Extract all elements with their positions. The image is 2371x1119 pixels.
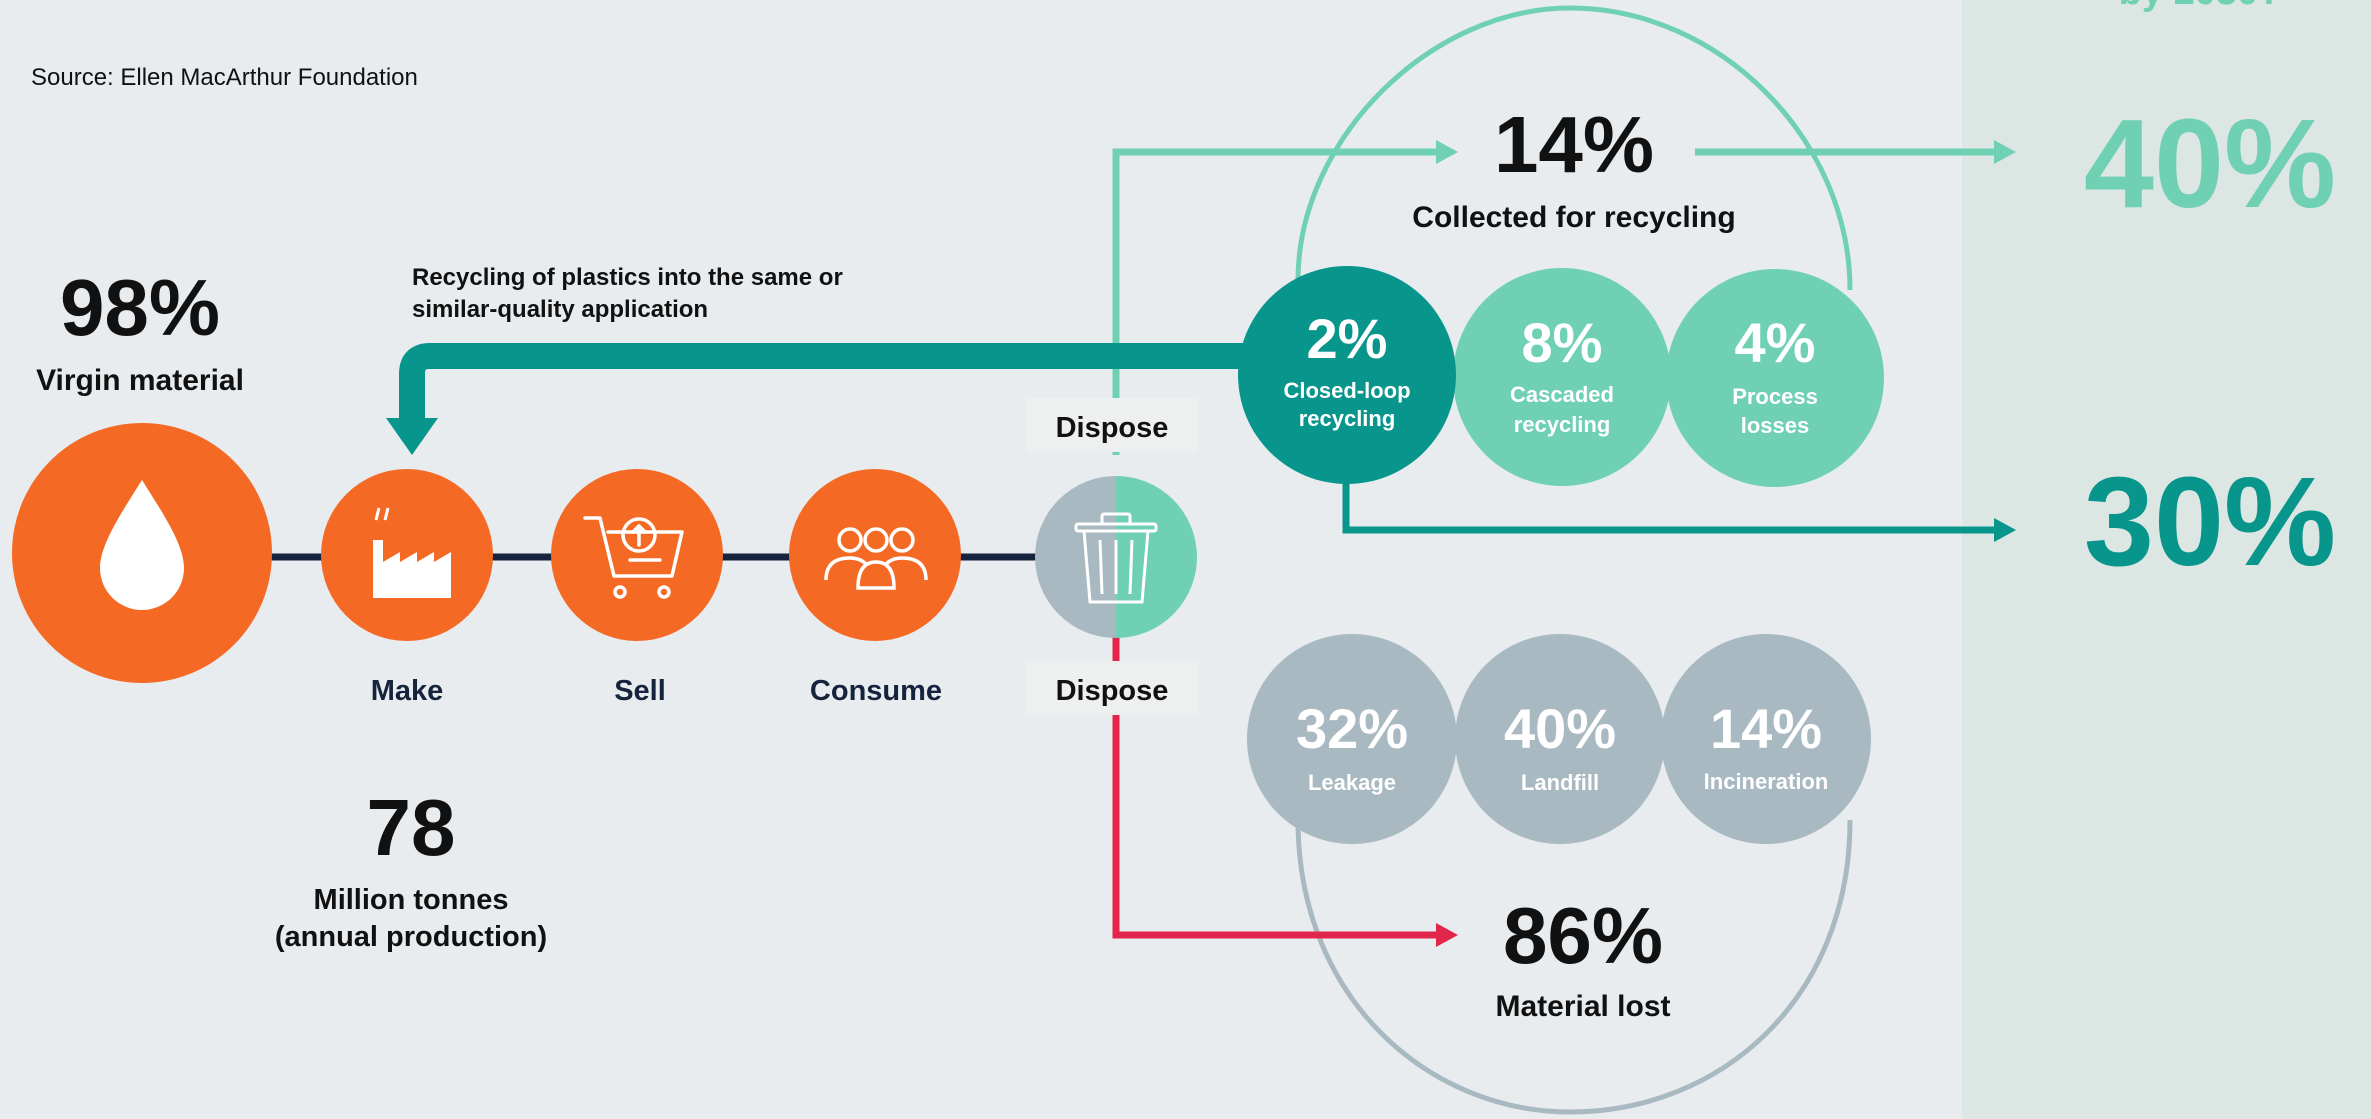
- collected-target-arrowhead: [1994, 140, 2016, 164]
- dispose-label-bottom: Dispose: [1056, 675, 1169, 707]
- landfill-percent: 40%: [1504, 697, 1616, 760]
- landfill-circle: [1455, 634, 1665, 844]
- loss-arrowhead: [1436, 923, 1458, 947]
- landfill-label: Landfill: [1521, 770, 1599, 795]
- dispose-label-bottom-box: [1026, 661, 1198, 715]
- sell-label: Sell: [614, 675, 666, 707]
- process-losses-percent: 4%: [1735, 311, 1816, 374]
- source-text: Source: Ellen MacArthur Foundation: [31, 64, 418, 91]
- make-label: Make: [371, 675, 444, 707]
- leakage-label: Leakage: [1308, 770, 1396, 795]
- cascaded-percent: 8%: [1522, 311, 1603, 374]
- dispose-circle-recycled: [1116, 476, 1197, 638]
- lost-label: Material lost: [1495, 990, 1670, 1023]
- lost-percent: 86%: [1503, 891, 1663, 980]
- production-value: 78: [367, 783, 456, 872]
- collected-arrowhead: [1436, 140, 1458, 164]
- process-losses-line1: Process: [1732, 384, 1818, 409]
- sell-circle: [551, 469, 723, 641]
- closed-loop-line2: recycling: [1299, 406, 1396, 431]
- cascaded-line2: recycling: [1514, 412, 1611, 437]
- closed-loop-target-arrowhead: [1994, 518, 2016, 542]
- recycling-note-line2: similar-quality application: [412, 296, 708, 323]
- target-panel: [1962, 0, 2371, 1119]
- leakage-circle: [1247, 634, 1457, 844]
- recycling-back-arrowhead: [386, 418, 438, 455]
- dispose-circle-lost: [1035, 476, 1116, 638]
- process-losses-line2: losses: [1741, 413, 1810, 438]
- make-circle: [321, 469, 493, 641]
- closed-loop-line1: Closed-loop: [1283, 378, 1410, 403]
- dispose-label-top-box: [1026, 398, 1198, 452]
- closed-loop-target-arrow: [1342, 470, 2000, 534]
- process-losses-circle: [1666, 269, 1884, 487]
- virgin-percent: 98%: [60, 263, 220, 352]
- leakage-percent: 32%: [1296, 697, 1408, 760]
- collected-percent: 14%: [1494, 100, 1654, 189]
- collected-label: Collected for recycling: [1412, 201, 1735, 234]
- factory-icon: [373, 507, 451, 598]
- consume-label: Consume: [810, 675, 942, 707]
- loss-flow-arrow: [1112, 635, 1440, 939]
- virgin-label: Virgin material: [36, 364, 244, 397]
- loss-loop-outline: [1295, 819, 1853, 1115]
- target-panel-header: by 2030?: [2119, 0, 2282, 13]
- closed-loop-target: 30%: [2084, 451, 2336, 592]
- production-line1: Million tonnes: [314, 884, 509, 916]
- people-icon: [824, 527, 928, 590]
- production-line2: (annual production): [275, 921, 547, 953]
- collected-target: 40%: [2084, 93, 2336, 234]
- drop-icon: [100, 480, 184, 610]
- incineration-circle: [1661, 634, 1871, 844]
- trash-bin-icon: [1074, 512, 1158, 604]
- recycling-note-line1: Recycling of plastics into the same or: [412, 264, 843, 291]
- incineration-label: Incineration: [1704, 769, 1829, 794]
- closed-loop-percent: 2%: [1307, 307, 1388, 370]
- cascaded-line1: Cascaded: [1510, 382, 1614, 407]
- dispose-label-top: Dispose: [1056, 412, 1169, 444]
- shopping-cart-icon: [583, 516, 684, 599]
- cascaded-recycling-circle: [1453, 268, 1671, 486]
- recycling-back-arrow: [399, 343, 1280, 418]
- incineration-percent: 14%: [1710, 697, 1822, 760]
- closed-loop-recycling-circle: [1238, 266, 1456, 484]
- consume-circle: [789, 469, 961, 641]
